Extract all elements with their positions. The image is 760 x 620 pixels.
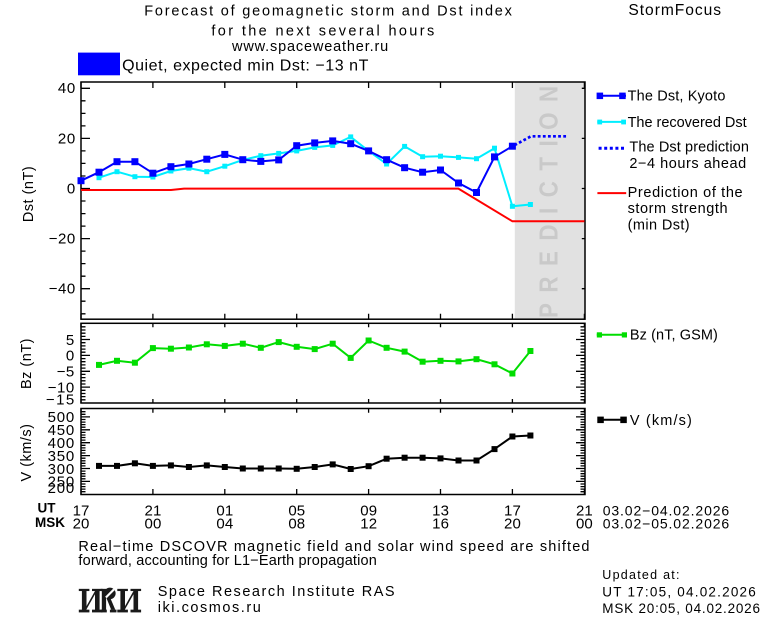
svg-text:05: 05 bbox=[288, 503, 305, 520]
svg-text:forward, accounting for L1−Ear: forward, accounting for L1−Earth propaga… bbox=[78, 553, 376, 569]
svg-text:V (km/s): V (km/s) bbox=[19, 424, 35, 482]
svg-text:400: 400 bbox=[48, 435, 75, 452]
svg-text:40: 40 bbox=[58, 80, 75, 97]
svg-text:12: 12 bbox=[360, 515, 377, 532]
svg-text:−40: −40 bbox=[49, 281, 76, 298]
svg-text:20: 20 bbox=[504, 515, 521, 532]
svg-text:www.spaceweather.ru: www.spaceweather.ru bbox=[231, 39, 388, 55]
svg-text:500: 500 bbox=[48, 409, 75, 426]
svg-text:03.02−04.02.2026: 03.02−04.02.2026 bbox=[603, 503, 730, 519]
svg-text:Forecast of geomagnetic storm: Forecast of geomagnetic storm and Dst in… bbox=[144, 3, 512, 19]
svg-text:The recovered Dst: The recovered Dst bbox=[628, 115, 747, 131]
svg-text:08: 08 bbox=[288, 515, 305, 532]
svg-text:Bz (nT, GSM): Bz (nT, GSM) bbox=[630, 327, 718, 343]
svg-text:350: 350 bbox=[48, 448, 75, 465]
svg-text:5: 5 bbox=[66, 332, 74, 349]
svg-text:UT 17:05, 04.02.2026: UT 17:05, 04.02.2026 bbox=[602, 584, 756, 599]
svg-text:Quiet, expected min Dst: −13 n: Quiet, expected min Dst: −13 nT bbox=[122, 57, 369, 74]
svg-text:−10: −10 bbox=[48, 380, 75, 397]
svg-text:300: 300 bbox=[48, 461, 75, 478]
svg-text:16: 16 bbox=[432, 515, 449, 532]
svg-text:storm strength: storm strength bbox=[628, 201, 728, 217]
svg-text:for the next several hours: for the next several hours bbox=[211, 23, 434, 39]
svg-text:0: 0 bbox=[66, 348, 74, 365]
svg-text:Bz (nT): Bz (nT) bbox=[19, 338, 35, 389]
svg-text:MSK: MSK bbox=[35, 515, 65, 530]
svg-text:MSK 20:05, 04.02.2026: MSK 20:05, 04.02.2026 bbox=[602, 601, 760, 616]
svg-text:03.02−05.02.2026: 03.02−05.02.2026 bbox=[603, 515, 730, 531]
svg-text:Dst (nT): Dst (nT) bbox=[21, 166, 37, 222]
svg-text:2−4 hours ahead: 2−4 hours ahead bbox=[629, 156, 746, 172]
svg-text:Real−time DSCOVR magnetic fiel: Real−time DSCOVR magnetic field and sola… bbox=[78, 539, 589, 555]
svg-text:Prediction of the: Prediction of the bbox=[628, 185, 743, 201]
svg-text:The Dst, Kyoto: The Dst, Kyoto bbox=[628, 89, 726, 105]
svg-text:17: 17 bbox=[73, 503, 90, 520]
svg-text:450: 450 bbox=[48, 422, 75, 439]
svg-text:21: 21 bbox=[576, 503, 593, 520]
svg-text:17: 17 bbox=[504, 503, 521, 520]
svg-text:01: 01 bbox=[216, 503, 233, 520]
svg-text:The Dst prediction: The Dst prediction bbox=[629, 140, 749, 156]
svg-text:(min Dst): (min Dst) bbox=[628, 218, 690, 234]
svg-text:V (km/s): V (km/s) bbox=[630, 413, 692, 429]
svg-text:−5: −5 bbox=[57, 364, 75, 381]
svg-text:250: 250 bbox=[48, 474, 75, 491]
svg-text:−20: −20 bbox=[49, 231, 76, 248]
svg-text:0: 0 bbox=[67, 180, 75, 197]
svg-text:iki.cosmos.ru: iki.cosmos.ru bbox=[158, 600, 261, 616]
svg-text:Space Research Institute RAS: Space Research Institute RAS bbox=[158, 584, 395, 600]
svg-text:−15: −15 bbox=[46, 392, 74, 409]
svg-text:20: 20 bbox=[58, 130, 75, 147]
svg-text:StormFocus: StormFocus bbox=[628, 2, 721, 19]
svg-text:09: 09 bbox=[360, 503, 377, 520]
svg-text:13: 13 bbox=[432, 503, 449, 520]
svg-text:200: 200 bbox=[48, 480, 75, 497]
svg-text:04: 04 bbox=[216, 515, 233, 532]
svg-text:00: 00 bbox=[145, 515, 162, 532]
svg-text:UT: UT bbox=[38, 501, 57, 516]
svg-text:00: 00 bbox=[576, 515, 593, 532]
svg-text:20: 20 bbox=[73, 515, 90, 532]
svg-text:21: 21 bbox=[145, 503, 162, 520]
